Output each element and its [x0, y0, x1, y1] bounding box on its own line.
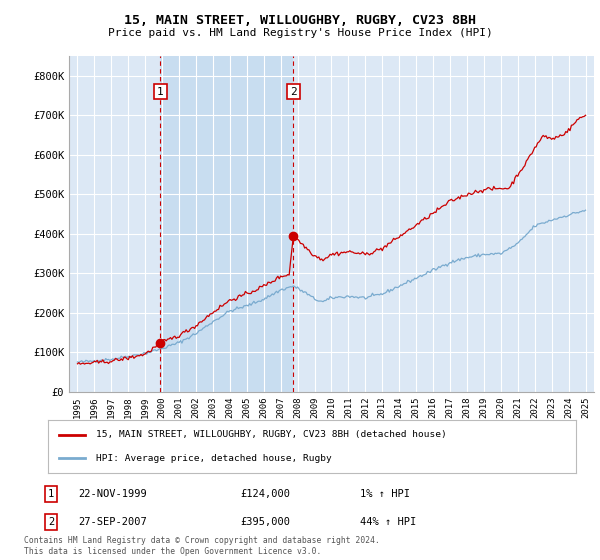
- Text: 44% ↑ HPI: 44% ↑ HPI: [360, 517, 416, 527]
- Text: 15, MAIN STREET, WILLOUGHBY, RUGBY, CV23 8BH: 15, MAIN STREET, WILLOUGHBY, RUGBY, CV23…: [124, 14, 476, 27]
- Bar: [160, 56, 293, 392]
- Text: 1: 1: [157, 87, 164, 96]
- Text: Contains HM Land Registry data © Crown copyright and database right 2024.
This d: Contains HM Land Registry data © Crown c…: [24, 536, 380, 556]
- Text: 15, MAIN STREET, WILLOUGHBY, RUGBY, CV23 8BH (detached house): 15, MAIN STREET, WILLOUGHBY, RUGBY, CV23…: [95, 431, 446, 440]
- Text: 1: 1: [48, 489, 54, 499]
- Text: 22-NOV-1999: 22-NOV-1999: [78, 489, 147, 499]
- Text: 2: 2: [290, 87, 297, 96]
- Text: 1% ↑ HPI: 1% ↑ HPI: [360, 489, 410, 499]
- Text: 2: 2: [48, 517, 54, 527]
- Text: £395,000: £395,000: [240, 517, 290, 527]
- Text: 27-SEP-2007: 27-SEP-2007: [78, 517, 147, 527]
- Text: HPI: Average price, detached house, Rugby: HPI: Average price, detached house, Rugb…: [95, 454, 331, 463]
- Text: Price paid vs. HM Land Registry's House Price Index (HPI): Price paid vs. HM Land Registry's House …: [107, 28, 493, 38]
- Text: £124,000: £124,000: [240, 489, 290, 499]
